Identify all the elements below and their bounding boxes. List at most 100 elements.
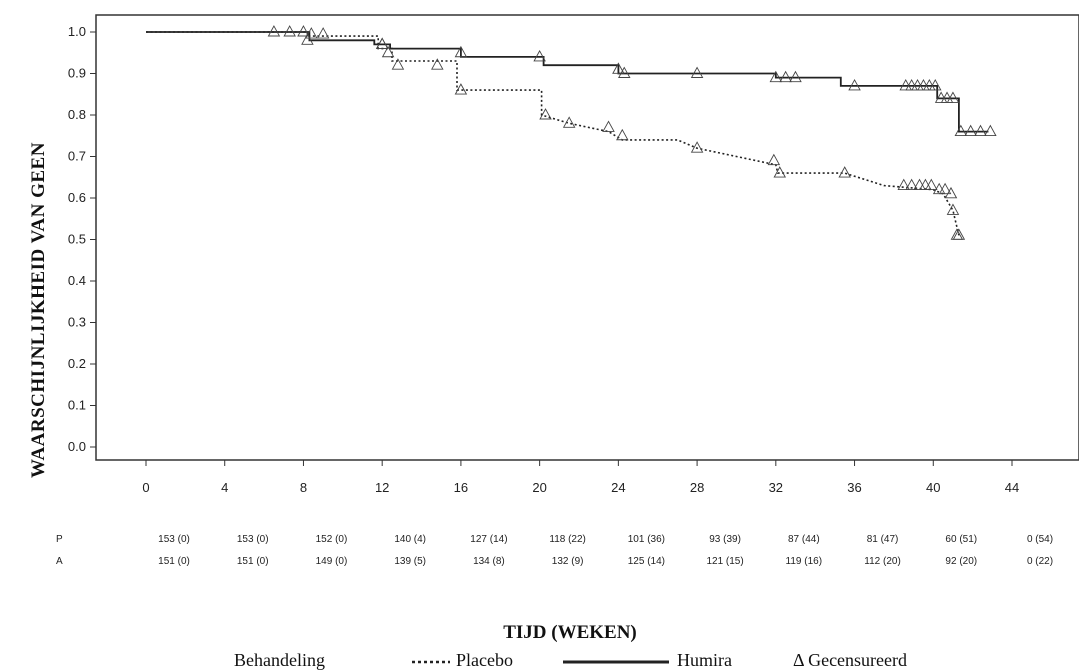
censor-mark-placebo (316, 27, 330, 39)
x-tick-label: 40 (926, 480, 940, 495)
censor-mark-placebo (952, 228, 966, 240)
censor-mark-humira (690, 66, 704, 78)
risk-cell: 87 (44) (788, 534, 820, 545)
y-tick-label: 0.9 (68, 66, 86, 81)
censor-mark-humira (964, 124, 977, 137)
x-tick-label: 12 (375, 480, 389, 495)
x-tick-label: 0 (142, 480, 149, 495)
censor-mark-placebo (283, 25, 296, 37)
censor-mark-placebo (925, 178, 938, 191)
legend-title: Behandeling (234, 650, 325, 670)
censor-mark-placebo (305, 27, 318, 39)
y-tick-label: 0.3 (68, 315, 86, 330)
y-tick-label: 0.2 (68, 356, 86, 371)
legend: Behandeling Placebo Humira Δ Gecensureer… (234, 650, 907, 670)
censor-mark-placebo (539, 108, 552, 120)
y-axis-label: WAARSCHIJNLIJKHEID VAN GEEN (28, 142, 49, 478)
y-tick-label: 1.0 (68, 24, 86, 39)
x-tick-label: 16 (454, 480, 468, 495)
x-tick-label: 20 (532, 480, 546, 495)
risk-cell: 0 (22) (1027, 556, 1053, 567)
x-axis: 0 4 8 12 16 20 24 28 32 36 40 44 (142, 460, 1019, 495)
censor-mark-humira (954, 124, 968, 137)
censor-mark-humira (917, 79, 930, 91)
risk-cell: 0 (54) (1027, 534, 1053, 545)
risk-table: P 153 (0) 153 (0) 152 (0) 140 (4) 127 (14) 118… (56, 534, 1053, 567)
y-tick-label: 0.1 (68, 398, 86, 413)
risk-cell: 151 (0) (158, 556, 190, 567)
censor-mark-placebo (381, 45, 395, 58)
plot-frame (95, 14, 1079, 461)
censor-mark-humira (848, 79, 861, 91)
censor-mark-placebo (838, 166, 851, 178)
censor-mark-humira (899, 79, 912, 91)
censor-mark-humira (779, 70, 792, 83)
censor-mark-humira (769, 70, 783, 83)
series-line-humira (146, 31, 989, 133)
risk-cell: 139 (5) (394, 556, 426, 567)
censor-mark-placebo (690, 141, 704, 153)
risk-row-label: P (56, 534, 63, 545)
censor-mark-placebo (562, 116, 576, 128)
censor-mark-placebo (950, 228, 964, 240)
censor-mark-placebo (932, 182, 946, 195)
censor-mark-humira (946, 91, 960, 103)
censor-mark-humira (923, 79, 936, 91)
risk-cell: 121 (15) (706, 556, 743, 567)
censor-mark-placebo (944, 186, 958, 199)
censor-mark-humira (375, 37, 389, 49)
censor-mark-placebo (602, 120, 615, 132)
risk-row-label: A (56, 556, 63, 567)
censor-mark-humira (533, 49, 546, 62)
y-tick-label: 0.8 (68, 107, 86, 122)
risk-cell: 112 (20) (864, 556, 901, 567)
x-tick-label: 4 (221, 480, 228, 495)
censor-mark-placebo (938, 182, 952, 195)
x-axis-label: TIJD (WEKEN) (503, 622, 637, 643)
risk-cell: 153 (0) (237, 534, 269, 545)
censor-mark-humira (789, 70, 802, 83)
risk-cell: 151 (0) (237, 556, 269, 567)
censor-marks (267, 25, 997, 240)
censor-mark-placebo (616, 128, 629, 141)
censor-mark-placebo (297, 25, 310, 37)
x-tick-label: 36 (847, 480, 861, 495)
y-tick-label: 0.4 (68, 273, 86, 288)
y-tick-label: 0.7 (68, 149, 86, 164)
risk-cell: 134 (8) (473, 556, 505, 567)
risk-cell: 93 (39) (709, 534, 741, 545)
x-tick-label: 32 (769, 480, 783, 495)
risk-cell: 152 (0) (316, 534, 348, 545)
censor-mark-placebo (267, 25, 281, 37)
censor-mark-placebo (431, 58, 444, 70)
risk-cell: 140 (4) (394, 534, 426, 545)
censor-mark-humira (618, 66, 631, 78)
x-tick-label: 8 (300, 480, 307, 495)
censor-mark-humira (984, 124, 997, 137)
risk-cell: 92 (20) (945, 556, 977, 567)
y-axis: 0.0 0.1 0.2 0.3 0.4 0.5 0.6 0.7 0.8 0.9 1.0 (68, 24, 96, 454)
censor-mark-placebo (391, 58, 405, 70)
risk-cell: 101 (36) (628, 534, 665, 545)
censor-mark-placebo (454, 83, 468, 95)
x-tick-label: 24 (611, 480, 625, 495)
y-tick-label: 0.0 (68, 439, 86, 454)
risk-cell: 149 (0) (316, 556, 348, 567)
series-line-placebo (146, 31, 960, 236)
x-tick-label: 44 (1005, 480, 1019, 495)
risk-cell: 119 (16) (786, 556, 823, 567)
censor-mark-placebo (897, 178, 911, 191)
censor-mark-humira (940, 91, 954, 103)
series-layer (146, 31, 989, 236)
censor-mark-humira (301, 33, 314, 45)
risk-cell: 81 (47) (867, 534, 899, 545)
censor-mark-placebo (946, 203, 960, 215)
censor-mark-humira (974, 124, 987, 137)
censor-mark-humira (911, 79, 924, 91)
legend-label-placebo: Placebo (456, 650, 513, 670)
censor-mark-humira (905, 79, 918, 91)
risk-cell: 127 (14) (470, 534, 507, 545)
legend-censored-label: Δ Gecensureerd (793, 650, 907, 670)
legend-label-humira: Humira (677, 650, 732, 670)
